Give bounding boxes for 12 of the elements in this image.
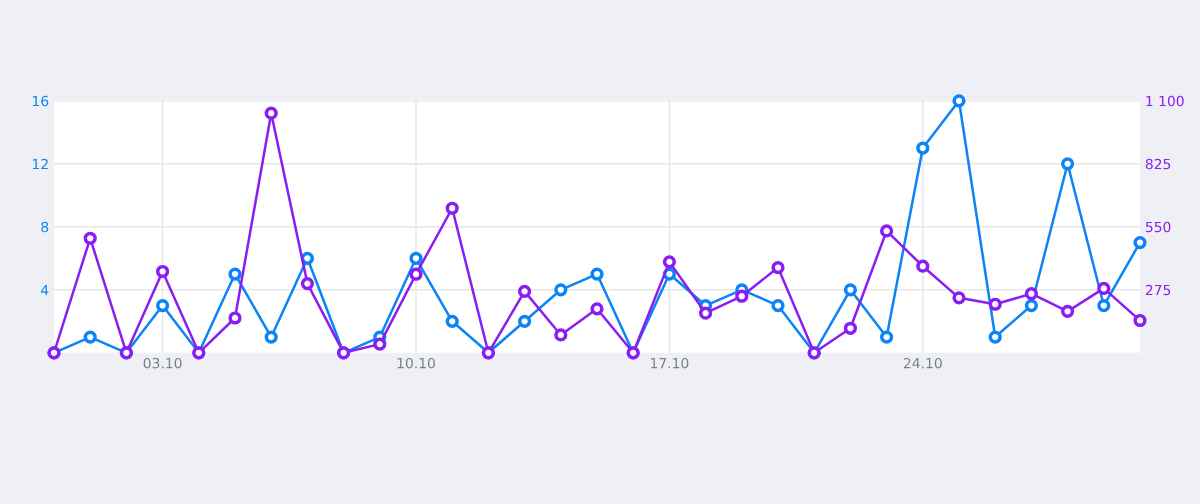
x-tick-label: 24.10 xyxy=(903,357,942,369)
y2-tick-label: 1 100 xyxy=(1146,95,1184,107)
y-tick-label: 8 xyxy=(41,221,49,233)
y-tick-label: 12 xyxy=(32,158,48,170)
y2-tick-label: 550 xyxy=(1145,221,1171,233)
x-tick-label: 03.10 xyxy=(143,357,182,369)
x-tick-label: 10.10 xyxy=(397,357,435,369)
y2-tick-label: 275 xyxy=(1145,284,1171,296)
y2-tick-label: 825 xyxy=(1145,158,1171,170)
y-tick-label: 16 xyxy=(32,95,49,107)
x-tick-label: 17.10 xyxy=(651,357,689,369)
y-tick-label: 4 xyxy=(40,284,49,296)
